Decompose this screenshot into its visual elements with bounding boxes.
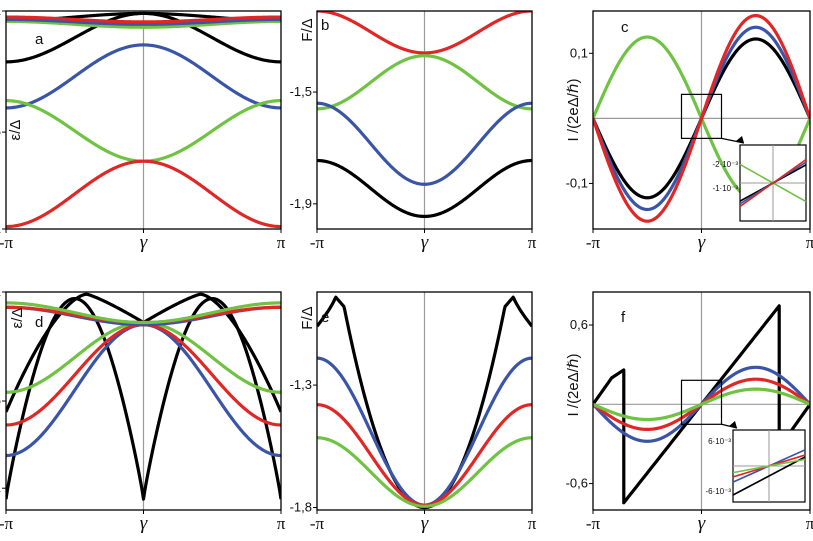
series-line-3 bbox=[6, 43, 281, 110]
y-axis-label: F/Δ bbox=[299, 306, 316, 329]
panel-d: -π γ π 0,1 0,5 1 ε/Δ d bbox=[0, 284, 286, 534]
x-tick-label: π bbox=[806, 514, 813, 533]
panel-letter: a bbox=[35, 31, 44, 48]
y-tick-label: 0,1 bbox=[570, 45, 588, 60]
panel-letter: b bbox=[321, 17, 329, 34]
y-tick-label: 0,5 bbox=[0, 124, 1, 139]
x-tick-label: -π bbox=[310, 233, 325, 252]
x-tick-label: -π bbox=[0, 514, 14, 533]
y-tick-label: 0,1 bbox=[0, 221, 1, 236]
series-line-2 bbox=[317, 54, 532, 111]
inset-tick-label: 6·10⁻³ bbox=[708, 437, 731, 446]
y-tick-label: 0,1 bbox=[0, 480, 1, 495]
series-group bbox=[6, 292, 281, 501]
inset-plot: 6·10⁻³ -6·10⁻³ bbox=[705, 429, 806, 503]
inset-series-1 bbox=[732, 456, 806, 496]
arrow-head bbox=[736, 136, 744, 143]
series-line-3 bbox=[317, 101, 532, 186]
series-line-1 bbox=[317, 11, 532, 55]
x-tick-label: π bbox=[277, 233, 286, 252]
x-tick-label: γ bbox=[698, 513, 706, 534]
series-group bbox=[6, 11, 281, 229]
y-axis-label: I /(2eΔ/ℏ) bbox=[565, 354, 582, 417]
series-line-6 bbox=[6, 17, 281, 26]
x-tick-label: γ bbox=[421, 513, 429, 534]
panel-f: -π γ π -0,6 0,6 I /(2eΔ/ℏ) f 6·10⁻³ -6·10⁻³ bbox=[565, 291, 813, 534]
y-tick-label: 1 bbox=[0, 3, 1, 18]
arrow-head bbox=[729, 421, 737, 428]
y-axis-label: F/Δ bbox=[299, 18, 316, 41]
x-tick-label: π bbox=[806, 233, 813, 252]
x-tick-label: γ bbox=[421, 232, 429, 253]
panel-letter: e bbox=[321, 309, 329, 326]
series-line-4 bbox=[317, 436, 532, 508]
inset-tick-label: -1·10⁻³ bbox=[712, 184, 738, 193]
y-tick-label: 0,5 bbox=[0, 393, 1, 408]
y-tick-label: 1 bbox=[0, 284, 1, 299]
series-line-5 bbox=[6, 19, 281, 29]
series-group bbox=[317, 11, 532, 219]
series-line-8 bbox=[6, 301, 281, 325]
series-line-8 bbox=[6, 159, 281, 229]
panel-letter: c bbox=[621, 19, 629, 36]
x-tick-label: -π bbox=[310, 514, 325, 533]
x-tick-label: γ bbox=[698, 232, 706, 253]
inset-series-4 bbox=[732, 458, 806, 474]
series-group bbox=[593, 304, 810, 505]
inset-tick-label: -6·10⁻³ bbox=[705, 487, 731, 496]
y-tick-label: -0,1 bbox=[566, 175, 588, 190]
x-tick-label: γ bbox=[140, 232, 148, 253]
inset-plot: -2·10⁻³ -1·10⁻³ bbox=[712, 144, 807, 222]
inset-tick-label: -2·10⁻³ bbox=[712, 160, 738, 169]
y-tick-label: -0,6 bbox=[566, 476, 588, 491]
panel-c: -π γ π -0,1 0,1 I /(2eΔ/ℏ) c -2·10⁻³ -1·10⁻³ bbox=[565, 10, 813, 253]
inset-series-4 bbox=[739, 158, 807, 208]
series-line-4 bbox=[593, 387, 810, 422]
y-tick-label: 0,6 bbox=[570, 317, 588, 332]
series-group bbox=[317, 295, 532, 510]
panel-letter: f bbox=[621, 309, 626, 326]
y-axis-label: I /(2eΔ/ℏ) bbox=[565, 79, 582, 142]
y-axis-label: ε/Δ bbox=[7, 120, 24, 141]
y-axis-label: ε/Δ bbox=[9, 308, 26, 329]
series-line-4 bbox=[317, 158, 532, 219]
x-tick-label: π bbox=[528, 233, 537, 252]
y-tick-label: -1,8 bbox=[290, 500, 312, 515]
series-line-7 bbox=[6, 15, 281, 24]
x-tick-label: -π bbox=[586, 233, 601, 252]
panel-a: -π γ π 0,1 0,5 1 ε/Δ a bbox=[0, 3, 286, 253]
x-tick-label: -π bbox=[0, 233, 14, 252]
panel-e: -π γ π -1,8 -1,3 F/Δ e bbox=[290, 291, 537, 534]
series-line-4 bbox=[593, 13, 810, 223]
panel-letter: d bbox=[35, 314, 43, 331]
x-tick-label: π bbox=[528, 514, 537, 533]
zoom-box bbox=[680, 93, 723, 139]
zoom-arrow bbox=[721, 423, 738, 429]
x-tick-label: γ bbox=[140, 513, 148, 534]
y-tick-label: -1,3 bbox=[290, 377, 312, 392]
y-tick-label: -1,9 bbox=[290, 196, 312, 211]
x-tick-label: -π bbox=[586, 514, 601, 533]
zoom-box bbox=[680, 379, 723, 425]
panel-b: -π γ π -1,9 -1,5 F/Δ b bbox=[290, 10, 537, 253]
x-tick-label: π bbox=[277, 514, 286, 533]
zoom-arrow bbox=[721, 137, 745, 144]
y-tick-label: -1,5 bbox=[290, 84, 312, 99]
